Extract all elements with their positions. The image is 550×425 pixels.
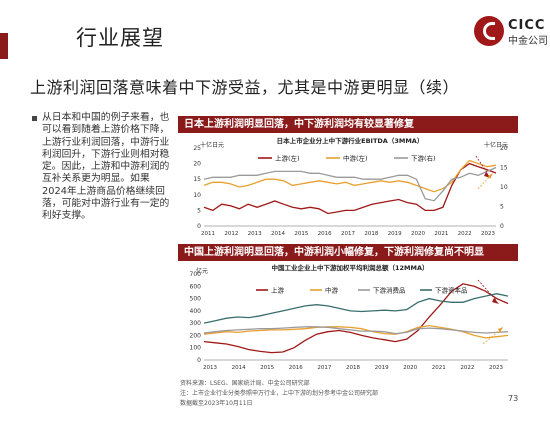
series-line [203, 166, 497, 202]
bullet-marker-icon [32, 116, 37, 121]
slide-headline: 上游利润回落意味着中下游受益，尤其是中游更明显（续） [30, 78, 460, 97]
x-tick-label: 2011 [201, 231, 215, 237]
y-right-tick-label: 20 [500, 145, 508, 152]
section-title: 行业展望 [76, 26, 164, 50]
x-tick-label: 2020 [403, 365, 417, 371]
x-tick-label: 2023 [489, 365, 503, 371]
y-axis-right-label: 十亿日元 [484, 141, 508, 149]
logo-text-main: CICC [508, 18, 546, 33]
series-line [203, 162, 497, 215]
footnote-note: 注：上市企业行业分类参照申万行业，上中下游的划分参考中金公司研究部 [180, 390, 379, 397]
cicc-logo-mark [483, 22, 495, 40]
series-line [203, 324, 509, 339]
logo-text-sub: 中金公司 [508, 36, 548, 47]
chart-china: 中国工业企业上中下游加权平均利润总额（12MMA） 亿元 0 100 200 300 400… [190, 263, 509, 371]
y-left-tick-label: 25 [193, 145, 201, 152]
header-accent-bar [0, 33, 8, 59]
x-tick-label: 2013 [248, 231, 262, 237]
page-number: 73 [508, 394, 519, 403]
legend-label: 上游 [271, 286, 285, 295]
arrow-up-icon [488, 173, 493, 179]
y-axis-left-label: 十亿日元 [200, 141, 224, 149]
x-tick-label: 2023 [481, 231, 495, 237]
annotation-arrow-down [477, 279, 497, 301]
series-line [203, 293, 509, 324]
annotation-arrow-down [475, 155, 489, 175]
x-tick-label: 2015 [294, 231, 308, 237]
x-tick-label: 2014 [232, 365, 246, 371]
slide-header: 行业展望 CICC 中金公司 [0, 0, 550, 59]
x-tick-label: 2014 [271, 231, 285, 237]
series-line [203, 326, 509, 335]
y-right-tick-label: 5 [500, 204, 504, 211]
panel-header-china: 中国上游利润明显回落，中游利润小幅修复，下游利润修复尚不明显 [178, 244, 518, 261]
bullet-body: 从日本和中国的例子来看，也可以看到随着上游价格下降，上游行业利润回落，中游行业利… [30, 112, 170, 223]
annotation-arrow-up [477, 175, 491, 190]
series-line [203, 283, 509, 354]
y-right-tick-label: 10 [500, 184, 508, 191]
annotation-arrow-up [482, 329, 501, 345]
x-tick-label: 2016 [289, 365, 303, 371]
legend-label: 中游 [325, 286, 339, 295]
panel-header-japan: 日本上游利润明显回落，中下游利润均有较显著修复 [178, 116, 518, 133]
chart-title: 日本上市企业分上中下游行业EBITDA（3MMA） [277, 136, 424, 145]
y-axis-label: 亿元 [196, 267, 208, 275]
y-left-tick-label: 15 [193, 176, 201, 183]
x-tick-label: 2022 [458, 231, 472, 237]
x-tick-label: 2018 [346, 365, 360, 371]
y-left-tick-label: 0 [197, 223, 201, 230]
legend-label: 上游(左) [275, 154, 300, 163]
x-tick-label: 2017 [317, 365, 331, 371]
arrow-up-icon [498, 327, 503, 333]
y-tick-label: 300 [190, 320, 202, 327]
x-tick-label: 2016 [318, 231, 332, 237]
x-tick-label: 2015 [260, 365, 274, 371]
x-tick-label: 2020 [411, 231, 425, 237]
footnote-date: 数据截至2023年10月11日 [180, 400, 253, 407]
y-tick-label: 500 [190, 296, 202, 303]
y-tick-label: 400 [190, 308, 202, 315]
x-tick-label: 2017 [341, 231, 355, 237]
legend-label: 中游(左) [343, 154, 368, 163]
chart-title: 中国工业企业上中下游加权平均利润总额（12MMA） [271, 263, 428, 272]
y-right-tick-label: 0 [500, 223, 504, 230]
x-tick-label: 2021 [432, 365, 446, 371]
footnote-source: 资料来源：LSEG、国家统计局、中金公司研究部 [180, 380, 310, 387]
y-tick-label: 100 [190, 345, 202, 352]
y-right-tick-label: 15 [500, 165, 508, 172]
x-tick-label: 2013 [203, 365, 217, 371]
chart-japan: 日本上市企业分上中下游行业EBITDA（3MMA） 十亿日元 十亿日元 0 5 10 15 2… [193, 136, 508, 237]
legend-label: 下游(右) [411, 154, 436, 163]
y-tick-label: 700 [190, 271, 202, 278]
x-tick-label: 2018 [364, 231, 378, 237]
x-tick-label: 2019 [375, 365, 389, 371]
arrow-down-icon [492, 298, 499, 304]
x-tick-label: 2021 [434, 231, 448, 237]
x-tick-label: 2012 [224, 231, 238, 237]
x-tick-label: 2019 [388, 231, 402, 237]
y-tick-label: 200 [190, 332, 202, 339]
y-left-tick-label: 10 [193, 192, 201, 199]
series-line [203, 159, 497, 193]
legend-label: 下游消费品 [373, 286, 406, 295]
y-tick-label: 600 [190, 283, 202, 290]
y-tick-label: 0 [197, 357, 201, 364]
legend-label: 下游资本品 [435, 286, 468, 295]
y-left-tick-label: 20 [193, 161, 201, 168]
x-tick-label: 2022 [460, 365, 474, 371]
bullet-text: 从日本和中国的例子来看，也可以看到随着上游价格下降，上游行业利润回落，中游行业利… [42, 112, 170, 222]
y-left-tick-label: 5 [197, 207, 201, 214]
